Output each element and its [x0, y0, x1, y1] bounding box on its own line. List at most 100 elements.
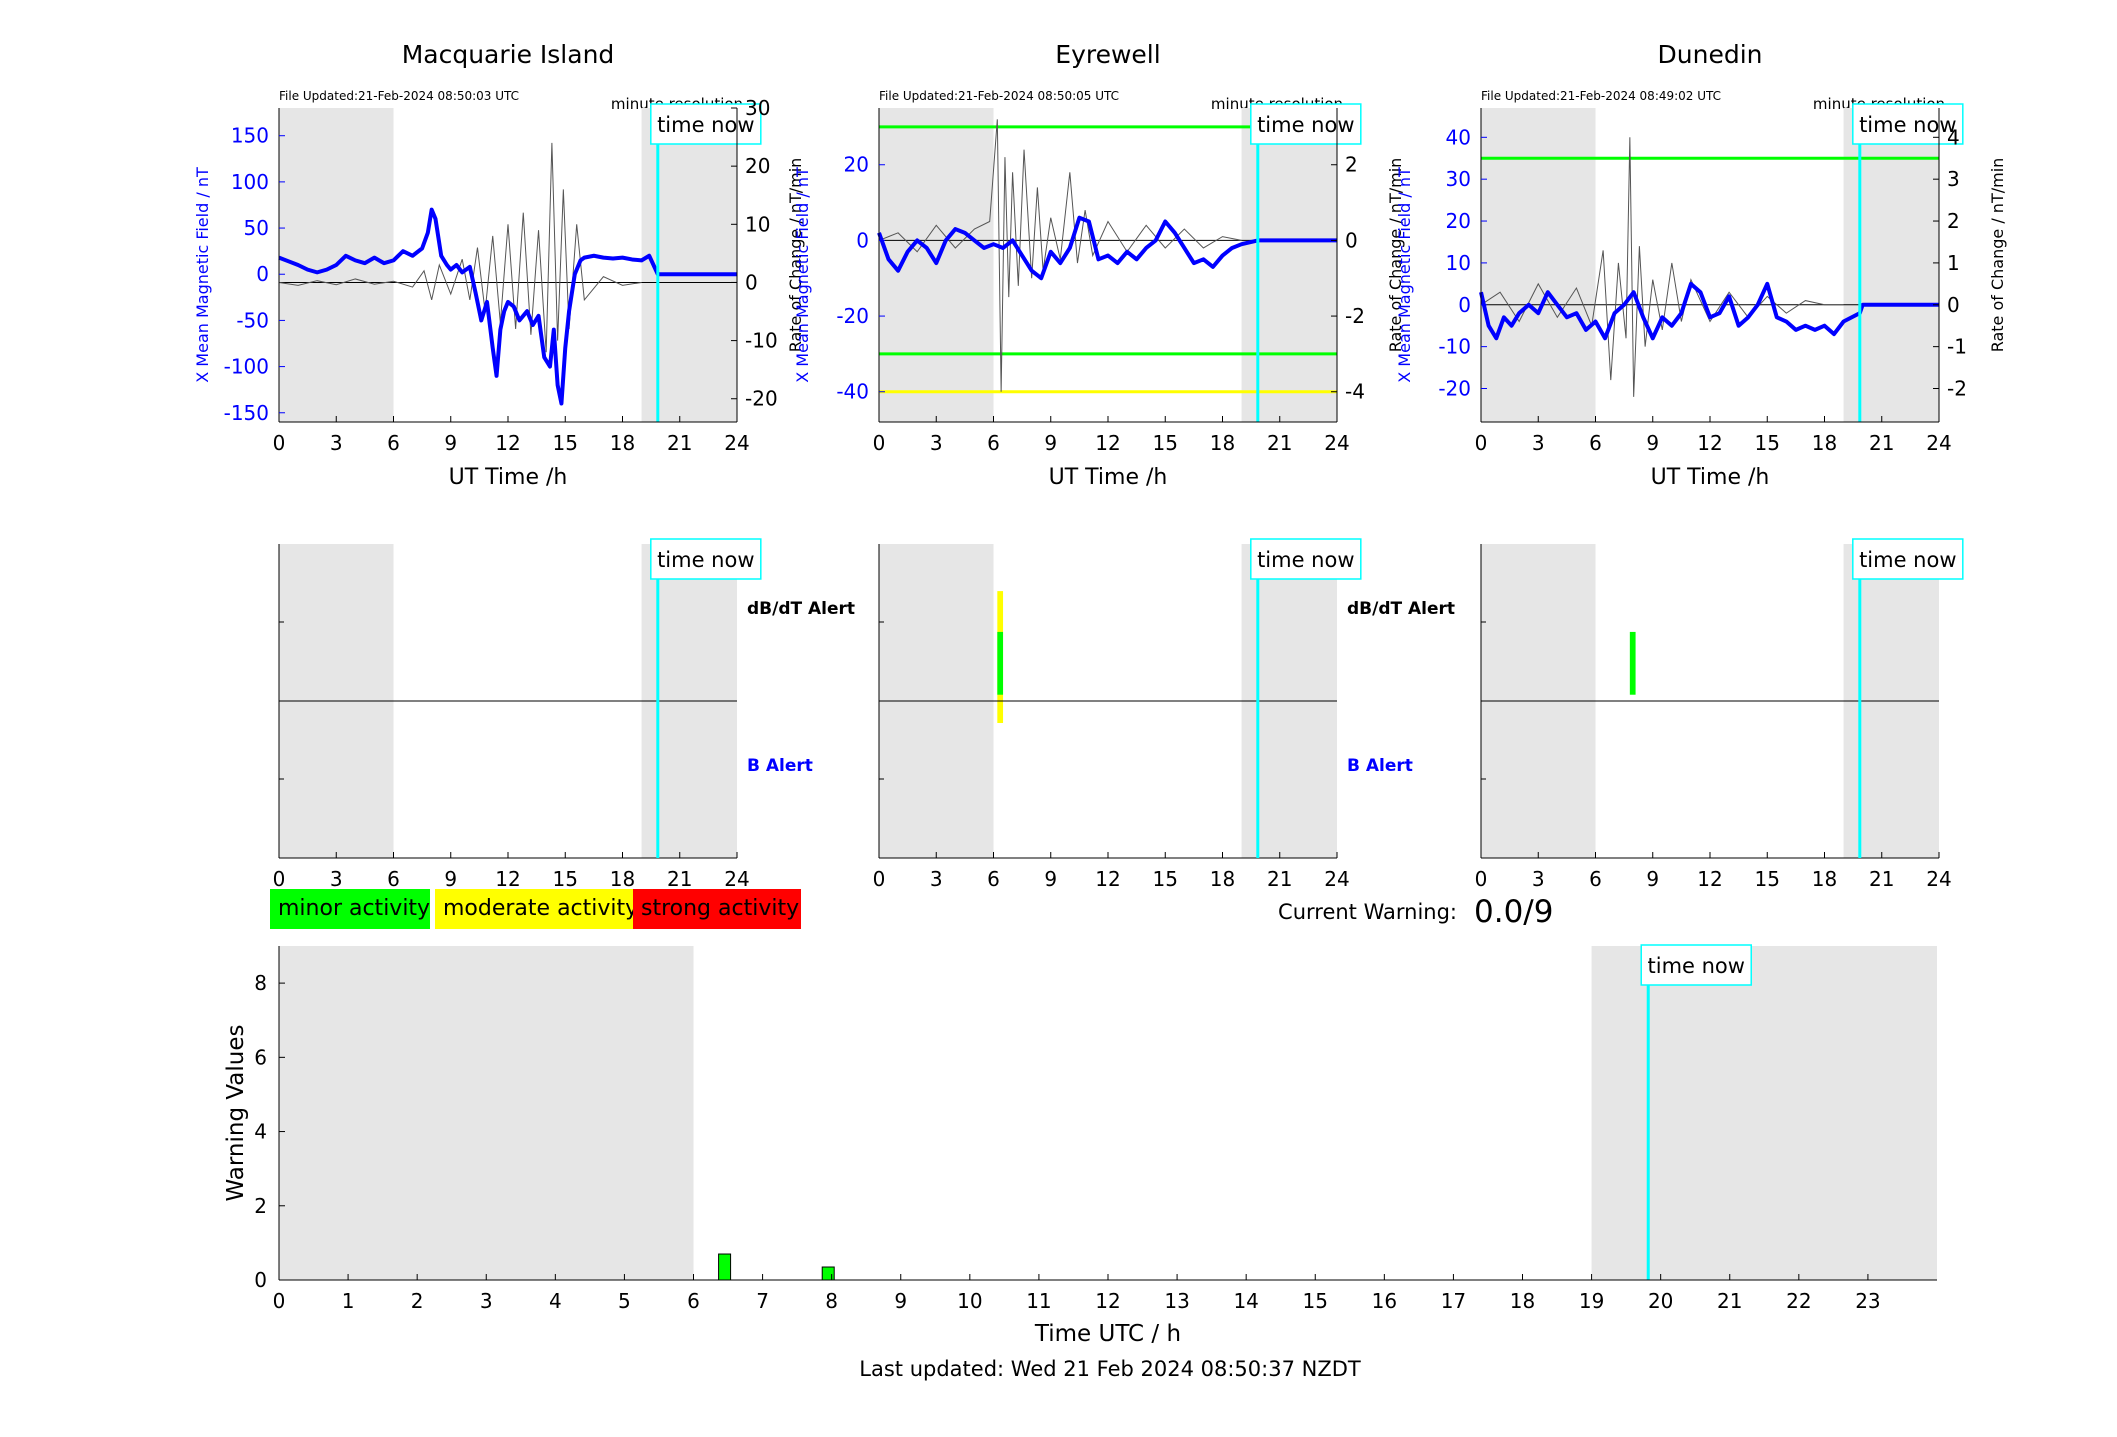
left-tick-label: 50	[244, 216, 269, 240]
file-updated-text: File Updated:21-Feb-2024 08:49:02 UTC	[1481, 89, 1721, 103]
x-tick-label: 9	[444, 867, 457, 891]
x-tick-label: 9	[1044, 431, 1057, 455]
right-tick-label: 0	[1345, 228, 1358, 252]
x-tick-label: 3	[1532, 867, 1545, 891]
station-title: Eyrewell	[1055, 40, 1160, 69]
x-tick-label: 20	[1648, 1289, 1673, 1313]
current-warning-label: Current Warning:	[1278, 900, 1457, 924]
alert-panel-2: time now 0 3 6 9 12 15 18 21 24 dB/dT Alert B Alert	[873, 538, 1455, 891]
right-tick-label: -10	[745, 329, 778, 353]
legend-moderate-activity: moderate activity	[435, 889, 638, 929]
station-title: Macquarie Island	[402, 40, 615, 69]
x-tick-label: 23	[1855, 1289, 1880, 1313]
left-tick-label: -150	[224, 401, 269, 425]
time-now-label: time now	[1648, 954, 1745, 978]
left-tick-label: -10	[1438, 335, 1471, 359]
x-tick-label: 21	[1717, 1289, 1742, 1313]
x-axis-label: UT Time /h	[1049, 465, 1168, 490]
time-now-box	[1640, 944, 1752, 986]
db-alert-label: dB/dT Alert	[1347, 599, 1455, 619]
right-tick-label: -1	[1947, 335, 1967, 359]
x-axis-label: UT Time /h	[449, 465, 568, 490]
right-tick-label: 30	[745, 96, 770, 120]
left-tick-label: 100	[231, 170, 269, 194]
x-tick-label: 8	[825, 1289, 838, 1313]
right-tick-label: 3	[1947, 167, 1960, 191]
b-alert-label: B Alert	[747, 756, 813, 776]
left-tick-label: -40	[836, 380, 869, 404]
x-tick-label: 2	[411, 1289, 424, 1313]
left-tick-label: -100	[224, 355, 269, 379]
x-tick-label: 3	[930, 431, 943, 455]
x-tick-label: 12	[1697, 431, 1722, 455]
field-series	[877, 215, 1337, 281]
x-tick-label: 12	[1697, 867, 1722, 891]
left-axis-label: X Mean Magnetic Field / nT	[193, 167, 212, 383]
x-tick-label: 24	[1324, 867, 1349, 891]
x-tick-label: 15	[1755, 867, 1780, 891]
y-tick-label: 8	[254, 971, 267, 995]
time-now-box	[1250, 103, 1362, 145]
x-tick-label: 22	[1786, 1289, 1811, 1313]
time-now-label: time now	[1257, 113, 1354, 137]
x-tick-label: 18	[1510, 1289, 1535, 1313]
x-tick-label: 24	[1926, 867, 1951, 891]
field-panel-1: Macquarie Island File Updated:21-Feb-2024…	[193, 40, 805, 490]
x-axis-label: Time UTC / h	[1034, 1321, 1181, 1347]
x-tick-label: 3	[1532, 431, 1545, 455]
x-tick-label: 9	[1044, 867, 1057, 891]
night-shade	[1481, 108, 1596, 422]
y-axis-label: Warning Values	[223, 1024, 249, 1201]
left-tick-label: -20	[836, 304, 869, 328]
x-tick-label: 24	[1324, 431, 1349, 455]
right-tick-label: -2	[1345, 304, 1365, 328]
x-tick-label: 15	[553, 431, 578, 455]
left-axis-label: X Mean Magnetic Field / nT	[793, 167, 812, 383]
x-tick-label: 18	[610, 867, 635, 891]
x-tick-label: 0	[873, 431, 886, 455]
x-tick-label: 21	[1869, 867, 1894, 891]
time-now-label: time now	[657, 548, 754, 572]
time-now-label: time now	[1859, 548, 1956, 572]
right-tick-label: -20	[745, 387, 778, 411]
time-now-box	[650, 103, 762, 145]
field-series	[1479, 281, 1939, 341]
x-tick-label: 18	[1210, 431, 1235, 455]
db-alert-mark	[997, 631, 1004, 695]
x-tick-label: 24	[724, 431, 749, 455]
x-tick-label: 17	[1441, 1289, 1466, 1313]
x-tick-label: 6	[987, 867, 1000, 891]
time-now-box	[1852, 538, 1964, 580]
right-tick-label: -2	[1947, 377, 1967, 401]
x-tick-label: 18	[1812, 431, 1837, 455]
right-axis-label: Rate of Change / nT/min	[786, 158, 805, 353]
x-tick-label: 24	[1926, 431, 1951, 455]
x-tick-label: 15	[1153, 867, 1178, 891]
b-alert-label: B Alert	[1347, 756, 1413, 776]
y-tick-label: 0	[254, 1268, 267, 1292]
x-tick-label: 9	[444, 431, 457, 455]
x-tick-label: 16	[1372, 1289, 1397, 1313]
y-tick-label: 4	[254, 1120, 267, 1144]
x-tick-label: 10	[957, 1289, 982, 1313]
x-tick-label: 6	[987, 431, 1000, 455]
x-tick-label: 6	[387, 431, 400, 455]
left-tick-label: 40	[1446, 125, 1471, 149]
db-alert-mark	[1629, 631, 1636, 695]
x-tick-label: 9	[1646, 431, 1659, 455]
left-tick-label: 150	[231, 124, 269, 148]
field-series	[278, 207, 737, 406]
x-tick-label: 13	[1164, 1289, 1189, 1313]
night-shade	[1591, 946, 1937, 1280]
x-tick-label: 24	[724, 867, 749, 891]
left-tick-label: 30	[1446, 167, 1471, 191]
left-tick-label: 10	[1446, 251, 1471, 275]
field-panel-3: Dunedin File Updated:21-Feb-2024 08:49:02…	[1395, 40, 2007, 490]
station-title: Dunedin	[1658, 40, 1763, 69]
x-tick-label: 15	[1153, 431, 1178, 455]
x-tick-label: 6	[1589, 867, 1602, 891]
right-axis-label: Rate of Change / nT/min	[1386, 158, 1405, 353]
time-now-box	[1852, 103, 1964, 145]
right-tick-label: 2	[1947, 209, 1960, 233]
